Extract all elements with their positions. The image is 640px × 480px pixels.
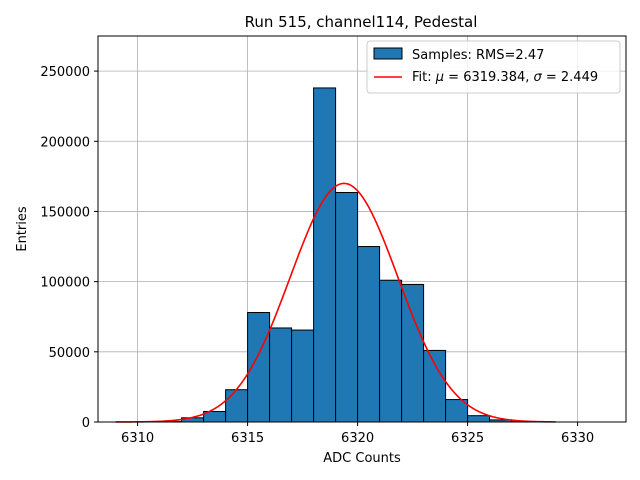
x-tick-label: 6330: [561, 431, 594, 446]
histogram-bar: [379, 279, 403, 423]
plot-frame: [97, 35, 627, 423]
legend-label-fit: Fit: μ = 6319.384, σ = 2.449: [412, 70, 598, 85]
chart-title: Run 515, channel114, Pedestal: [245, 13, 478, 31]
y-tick-label: 100000: [40, 276, 90, 291]
histogram-bar: [269, 327, 293, 423]
y-tick-label: 200000: [40, 135, 90, 150]
histogram-bar: [467, 415, 491, 423]
histogram-bar: [313, 87, 337, 423]
legend-box: [366, 40, 621, 94]
histogram-bar: [423, 349, 447, 423]
legend-swatch-samples: [373, 47, 403, 60]
legend: Samples: RMS=2.47 Fit: μ = 6319.384, σ =…: [366, 40, 621, 94]
histogram-bar: [291, 329, 315, 423]
histogram-bars: [159, 87, 535, 423]
histogram-bar: [225, 389, 249, 423]
y-tick-label: 250000: [40, 65, 90, 80]
x-tick-label: 6320: [341, 431, 374, 446]
histogram-bar: [401, 283, 425, 423]
x-tick-label: 6310: [121, 431, 154, 446]
gaussian-fit-line: [115, 182, 556, 423]
y-tick-label: 50000: [49, 346, 90, 361]
y-axis-label: Entries: [15, 206, 30, 252]
legend-label-samples: Samples: RMS=2.47: [412, 48, 544, 63]
x-tick-label: 6315: [231, 431, 264, 446]
x-axis-label: ADC Counts: [323, 451, 401, 466]
y-tick-label: 150000: [40, 205, 90, 220]
histogram-bar: [357, 246, 381, 423]
axis-ticks: 6310 6315 6320 6325 6330 0 50000 100000 150000 20…: [40, 65, 594, 446]
x-tick-label: 6325: [451, 431, 484, 446]
y-tick-label: 0: [82, 416, 90, 431]
histogram-bar: [335, 192, 359, 423]
